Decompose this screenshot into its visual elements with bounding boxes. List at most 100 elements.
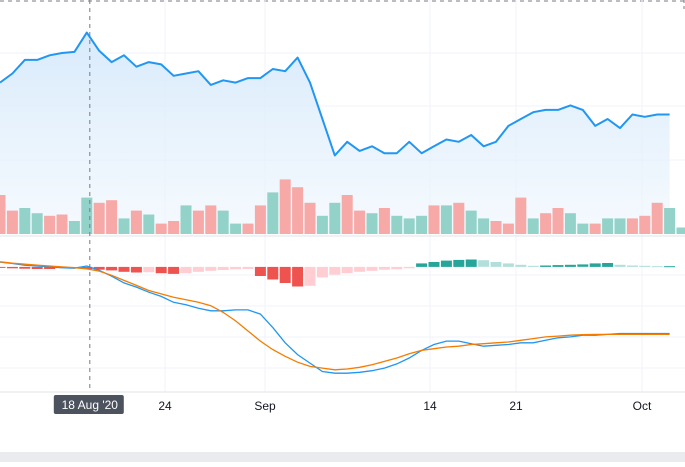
macd-histogram-bar <box>379 267 390 270</box>
volume-bar <box>354 211 365 234</box>
volume-bar <box>143 215 154 235</box>
volume-bar <box>156 224 167 234</box>
time-axis-tick-label: 21 <box>509 399 523 413</box>
macd-histogram-bar <box>19 267 30 269</box>
volume-bar <box>255 205 266 234</box>
volume-bar <box>342 195 353 234</box>
macd-histogram-bar <box>627 266 638 267</box>
time-axis-tick-label: 24 <box>158 399 172 413</box>
macd-histogram-bar <box>553 265 564 267</box>
volume-bar <box>602 218 613 234</box>
volume-bar <box>94 203 105 234</box>
volume-bar <box>478 218 489 234</box>
volume-bar <box>19 208 30 234</box>
macd-histogram-bar <box>478 260 489 267</box>
macd-histogram-bar <box>590 263 601 267</box>
volume-bar <box>181 205 192 234</box>
volume-bar <box>677 228 685 235</box>
macd-histogram-bar <box>503 263 514 267</box>
volume-bar <box>280 179 291 234</box>
macd-histogram-bar <box>205 267 216 271</box>
macd-histogram-bar <box>243 267 254 269</box>
volume-bar <box>230 224 241 234</box>
macd-histogram-bar <box>354 267 365 272</box>
macd-histogram-bar <box>391 267 402 269</box>
macd-histogram-bar <box>193 267 204 272</box>
macd-histogram-bar <box>305 267 316 286</box>
volume-bar <box>429 205 440 234</box>
volume-bar <box>627 218 638 234</box>
volume-bar <box>639 216 650 234</box>
macd-histogram-bar <box>255 267 266 276</box>
macd-histogram-bar <box>317 267 328 278</box>
macd-histogram-bar <box>453 260 464 267</box>
volume-bar <box>305 203 316 234</box>
volume-bar <box>119 218 130 234</box>
volume-bar <box>515 198 526 234</box>
macd-histogram-bar <box>602 263 613 267</box>
volume-bar <box>503 224 514 234</box>
time-axis-tick-label: Oct <box>633 399 652 413</box>
volume-bar <box>367 213 378 234</box>
macd-histogram-bar <box>0 267 6 268</box>
macd-histogram-bar <box>540 266 551 267</box>
macd-histogram-bar <box>515 265 526 267</box>
volume-bar <box>615 218 626 234</box>
macd-histogram-bar <box>119 267 130 272</box>
volume-bar <box>540 213 551 234</box>
volume-bar <box>57 215 68 235</box>
macd-histogram-bar <box>466 260 477 267</box>
macd-histogram-bar <box>230 267 241 269</box>
volume-bar <box>491 221 502 234</box>
volume-bar <box>243 224 254 234</box>
volume-bar <box>32 213 43 234</box>
volume-bar <box>652 203 663 234</box>
volume-bar <box>131 211 142 234</box>
macd-histogram-bar <box>528 266 539 267</box>
volume-bar <box>106 200 117 234</box>
volume-bar <box>317 216 328 234</box>
macd-histogram-bar <box>429 262 440 267</box>
macd-histogram-bar <box>168 267 179 274</box>
macd-histogram-bar <box>292 267 303 287</box>
macd-histogram-bar <box>639 266 650 267</box>
volume-bar <box>292 187 303 234</box>
volume-bar <box>453 203 464 234</box>
macd-histogram-bar <box>565 265 576 267</box>
volume-bar <box>577 224 588 234</box>
crosshair-date-label: 18 Aug '20 <box>62 398 119 412</box>
time-axis-tick-label: Sep <box>254 399 276 413</box>
macd-histogram-bar <box>106 267 117 271</box>
volume-bar <box>44 216 55 234</box>
volume-bar <box>218 211 229 234</box>
volume-bar <box>7 211 18 234</box>
macd-histogram-bar <box>577 264 588 266</box>
volume-bar <box>553 208 564 234</box>
volume-bar <box>391 216 402 234</box>
macd-histogram-bar <box>280 267 291 283</box>
bottom-toolbar-strip <box>0 452 685 462</box>
macd-histogram-bar <box>156 267 167 273</box>
macd-histogram-bar <box>367 267 378 271</box>
macd-histogram-bar <box>267 267 278 280</box>
volume-bar <box>590 224 601 234</box>
volume-bar <box>0 195 6 234</box>
time-axis-tick-label: 14 <box>423 399 437 413</box>
volume-bar <box>565 213 576 234</box>
volume-bar <box>664 208 675 234</box>
macd-histogram-bar <box>416 263 427 267</box>
volume-bar <box>168 221 179 234</box>
volume-bar <box>416 216 427 234</box>
macd-histogram-bar <box>491 262 502 267</box>
volume-bar <box>193 211 204 234</box>
macd-histogram-bar <box>664 266 675 267</box>
volume-bar <box>69 221 80 234</box>
volume-bar <box>528 218 539 234</box>
macd-histogram-bar <box>342 267 353 273</box>
macd-histogram-bar <box>329 267 340 275</box>
macd-histogram-bar <box>615 265 626 267</box>
volume-bar <box>466 211 477 234</box>
macd-histogram-bar <box>131 267 142 273</box>
